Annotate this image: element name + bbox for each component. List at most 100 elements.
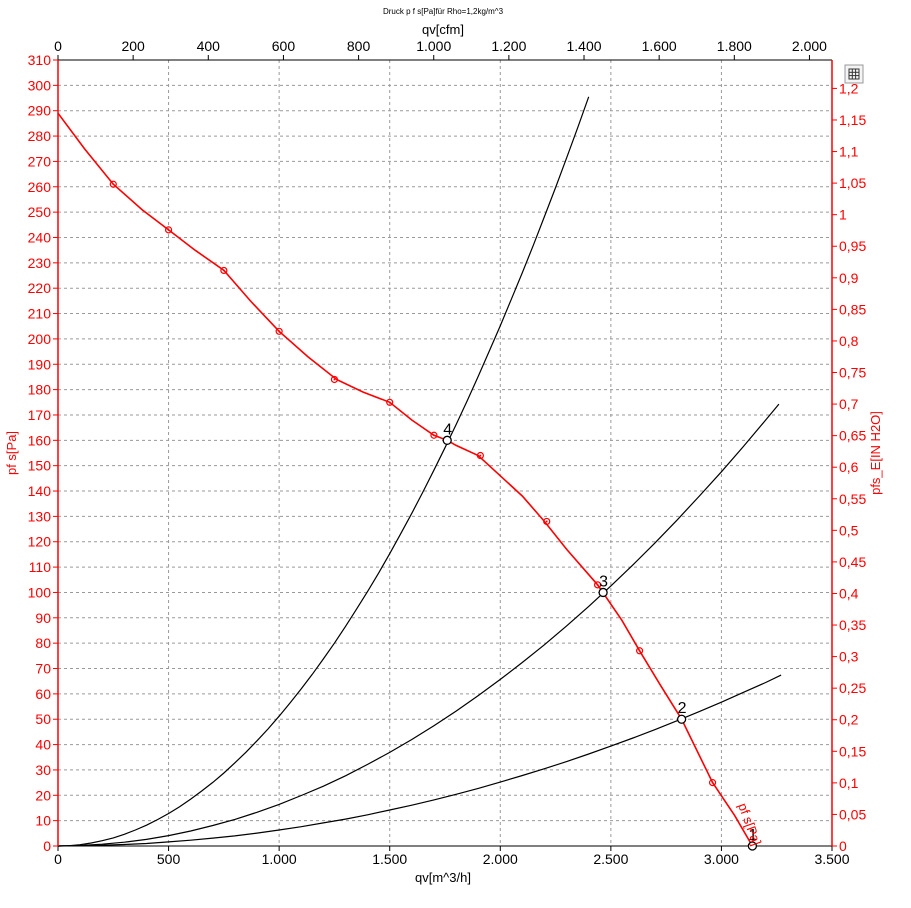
y-left-tick-label: 220 [28,280,52,296]
y-right-tick-label: 1 [839,207,847,223]
fan-marker-dot [388,401,391,404]
grid [58,60,832,846]
y-left-tick-label: 120 [28,534,52,550]
y-left-tick-label: 190 [28,356,52,372]
y-left-tick-label: 150 [28,458,52,474]
y-right-tick-label: 1,05 [839,175,866,191]
y-left-tick-label: 210 [28,306,52,322]
y-right-tick-label: 1,15 [839,112,866,128]
system-curve-2 [57,403,780,847]
y-left-tick-label: 260 [28,179,52,195]
x-bottom-axis-title: qv[m^3/h] [415,870,471,885]
x-top-tick-label: 1.800 [717,38,752,54]
y-left-tick-label: 230 [28,255,52,271]
y-right-tick-label: 0,65 [839,428,866,444]
y-right-tick-label: 0,1 [839,775,859,791]
x-bottom-tick-label: 3.000 [704,851,739,867]
x-bottom-tick-label: 2.500 [593,851,628,867]
fan-marker-dot [278,330,281,333]
operating-point-4 [442,435,452,445]
fan-marker [593,581,602,589]
y-left-axis-title: pf s[Pa] [4,431,19,475]
operating-point-3 [598,587,608,598]
y-left-tick-label: 70 [35,661,51,677]
operating-point-label-4: 4 [443,421,452,438]
y-left-tick-label: 110 [29,559,52,575]
y-right-tick-label: 0,35 [839,617,866,633]
operating-point-label-2: 2 [678,700,687,717]
y-right-tick-label: 0,45 [839,554,866,570]
fan-marker [330,375,339,384]
curves [57,96,782,847]
y-right-tick-label: 0,4 [839,585,859,601]
fan-marker [220,266,228,275]
x-bottom-tick-label: 500 [157,851,181,867]
x-top-tick-label: 800 [347,38,371,54]
y-left-tick-label: 170 [28,407,52,423]
y-right-tick-label: 0,9 [839,270,859,286]
fan-marker-dot [479,454,482,457]
y-left-tick-label: 90 [35,610,51,626]
fan-marker [109,180,117,188]
system-curve-3 [57,674,782,847]
y-left-tick-label: 250 [28,204,52,220]
operating-point-label-1: 1 [748,827,757,844]
y-right-tick-label: 0,5 [839,522,859,538]
y-right-tick-label: 1,2 [839,80,859,96]
y-right-tick-label: 0,3 [839,649,859,665]
fan-marker-dot [333,378,336,381]
fan-marker [386,398,394,406]
y-left-tick-label: 50 [35,711,51,727]
fan-curve [57,112,754,847]
y-right-tick-label: 0,85 [839,301,866,317]
x-bottom-tick-label: 3.500 [814,851,849,867]
x-top-tick-label: 600 [272,38,296,54]
operating-point-label-3: 3 [599,573,608,590]
fan-marker-dot [167,228,170,231]
fan-marker-dot [638,649,641,652]
table-icon[interactable] [844,64,864,84]
markers [109,180,758,851]
x-top-tick-label: 400 [197,38,221,54]
fan-marker-dot [433,434,435,437]
x-top-tick-label: 0 [54,38,62,54]
x-top-tick-label: 1.200 [491,38,526,54]
y-right-tick-label: 0,6 [839,459,859,475]
operating-point-2 [676,714,687,724]
y-left-tick-label: 130 [28,508,52,524]
chart-title: Druck p f s[Pa]für Rho=1,2kg/m^3 [383,7,504,16]
fan-marker-dot [711,781,714,784]
x-bottom-tick-label: 1.500 [372,851,407,867]
y-right-tick-label: 0 [839,838,847,854]
x-top-tick-label: 1.600 [642,38,677,54]
x-top-axis-title: qv[cfm] [422,22,464,37]
y-left-tick-label: 290 [28,103,52,119]
system-curve-1 [57,96,590,847]
y-left-tick-label: 60 [35,686,51,702]
x-bottom-tick-label: 0 [54,851,62,867]
y-right-tick-label: 0,15 [839,743,866,759]
y-left-tick-label: 100 [28,584,52,600]
x-bottom-tick-label: 1.000 [262,851,297,867]
y-right-tick-label: 0,75 [839,365,866,381]
x-top-tick-label: 1.000 [416,38,451,54]
y-left-tick-label: 20 [35,787,51,803]
y-right-tick-label: 0,05 [839,806,866,822]
y-right-tick-label: 0,2 [839,712,859,728]
y-left-tick-label: 160 [28,432,52,448]
fan-marker-dot [222,269,225,272]
fan-marker [543,517,551,526]
y-left-tick-label: 140 [28,483,52,499]
y-right-axis-title: pfs_E[IN H2O] [868,411,883,495]
y-left-tick-label: 30 [35,762,51,778]
y-right-tick-label: 1,1 [839,144,859,160]
fan-marker-dot [112,183,115,186]
y-left-tick-label: 300 [28,77,52,93]
y-left-tick-label: 180 [28,382,52,398]
y-right-tick-label: 0,8 [839,333,859,349]
y-right-tick-label: 0,95 [839,238,866,254]
fan-marker-dot [545,520,548,523]
fan-marker [708,779,717,787]
x-top-tick-label: 2.000 [792,38,827,54]
